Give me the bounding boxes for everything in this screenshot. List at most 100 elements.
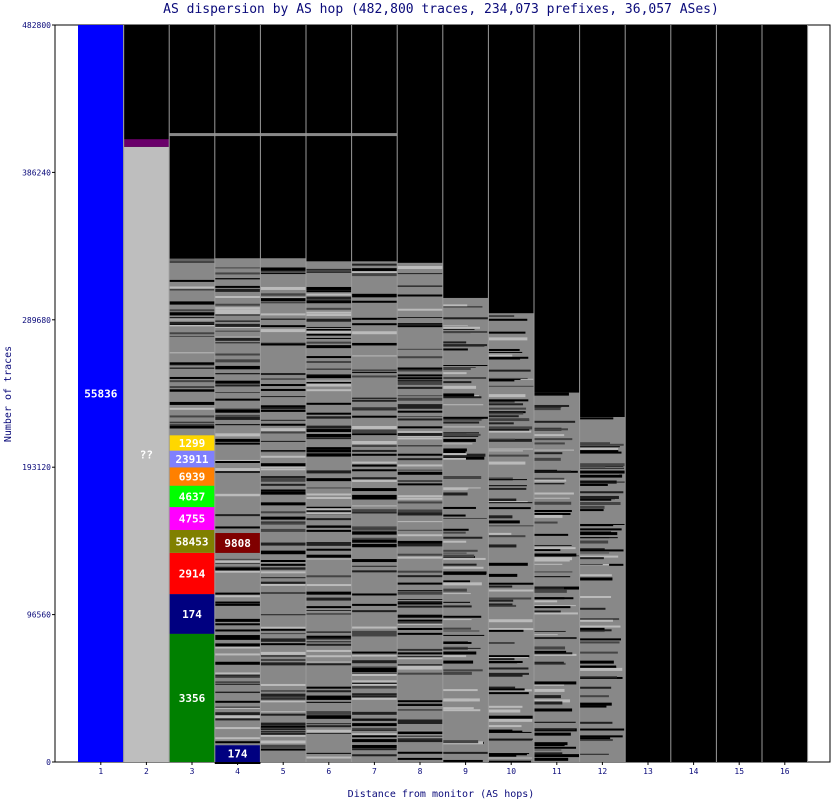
bar-texture-stripe (214, 618, 261, 622)
bar-texture-stripe (442, 506, 476, 509)
bar-texture-stripe (214, 323, 261, 327)
bar-texture-stripe (488, 450, 523, 452)
bar-texture-stripe (579, 737, 611, 740)
y-tick-label: 0 (46, 758, 51, 767)
bar-texture-stripe (306, 437, 352, 440)
bar-texture-stripe (306, 381, 352, 384)
bar-texture-stripe (214, 567, 261, 571)
bar-texture-stripe (442, 557, 486, 560)
bar-texture-stripe (214, 601, 261, 604)
bar-texture-stripe (306, 655, 352, 658)
bar-texture-stripe (351, 461, 398, 464)
bar-texture-stripe (214, 416, 261, 420)
bar-texture-stripe (306, 690, 352, 693)
bar-texture-stripe (306, 575, 352, 578)
bar-texture-stripe (488, 426, 533, 430)
bar-texture-stripe (169, 319, 215, 321)
bar-texture-stripe (397, 622, 443, 624)
x-tick-label: 2 (144, 767, 149, 776)
y-tick-label: 386240 (22, 168, 51, 177)
bar-texture-stripe (351, 739, 398, 743)
bar-texture-stripe (442, 601, 471, 603)
bar-texture-stripe (534, 563, 563, 565)
bar-texture-stripe (260, 690, 306, 692)
bar-texture-stripe (397, 397, 443, 401)
bar-texture-stripe (351, 532, 398, 535)
bar-texture-stripe (397, 623, 443, 625)
bar-texture-stripe (442, 393, 475, 397)
bar-texture-stripe (488, 428, 530, 432)
bar-texture-stripe (214, 493, 261, 497)
bar-texture-stripe (306, 731, 352, 734)
bar-texture-stripe (260, 567, 306, 570)
bar-texture-stripe (579, 557, 604, 560)
x-tick-label: 6 (326, 767, 331, 776)
bar-texture-stripe (260, 696, 306, 699)
bar-texture-stripe (442, 326, 481, 329)
bar-texture-stripe (214, 320, 261, 322)
bar-texture-stripe (442, 448, 467, 452)
bar-segment-hop-3-as-174 (169, 594, 215, 634)
bar-texture-stripe (306, 597, 352, 601)
bar-texture-stripe (260, 582, 306, 585)
bar-texture-stripe (397, 381, 443, 385)
bar-texture-stripe (442, 404, 484, 406)
bar-texture-stripe (397, 435, 443, 437)
bar-texture-stripe (169, 309, 215, 312)
bar-texture-stripe (442, 627, 472, 630)
bar-texture-stripe (306, 375, 352, 379)
bar-texture-stripe (488, 418, 530, 420)
bar-segment-hop-3-as-4637 (169, 485, 215, 508)
bar-texture-stripe (579, 467, 625, 469)
bar-texture-stripe (442, 348, 468, 351)
bar-texture-stripe (169, 362, 215, 365)
bar-texture-stripe (534, 404, 570, 407)
bar-texture-stripe (351, 271, 398, 275)
bar-top-fringe-hop-3 (169, 133, 215, 137)
bar-texture-stripe (488, 629, 524, 632)
bar-texture-stripe (169, 389, 215, 392)
bar-texture-stripe (534, 597, 574, 600)
bar-texture-stripe (260, 396, 306, 398)
x-tick-label: 13 (643, 767, 653, 776)
bar-texture-stripe (397, 666, 443, 670)
bar-texture-stripe (260, 406, 306, 410)
bar-texture-stripe (351, 477, 398, 480)
bar-texture-stripe (442, 582, 482, 586)
bar-texture-stripe (169, 367, 215, 369)
bar-texture-stripe (351, 263, 398, 266)
bar-texture-stripe (306, 496, 352, 499)
bar-texture-stripe (351, 718, 398, 720)
bar-texture-stripe (260, 468, 306, 471)
bar-texture-stripe (442, 365, 488, 367)
bar-texture-stripe (351, 300, 398, 303)
bar-top-fringe-hop-7 (351, 133, 398, 137)
bar-texture-stripe (260, 722, 306, 726)
bar-texture-stripe (214, 741, 261, 744)
bar-texture-stripe (214, 320, 261, 322)
bar-texture-stripe (397, 757, 443, 760)
bar-texture-stripe (260, 638, 306, 641)
bar-texture-stripe (306, 356, 352, 359)
bar-texture-stripe (488, 379, 515, 382)
bar-texture-stripe (397, 521, 443, 523)
bar-texture-stripe (169, 286, 215, 289)
bar-texture-stripe (488, 438, 516, 440)
bar-texture-stripe (214, 468, 261, 471)
bar-texture-stripe (397, 664, 443, 667)
bar-texture-stripe (534, 547, 576, 550)
bar-texture-stripe (260, 298, 306, 302)
bar-texture-stripe (442, 341, 467, 344)
bar-texture-stripe (397, 736, 443, 738)
bar-texture-stripe (397, 405, 443, 409)
bar-texture-stripe (397, 273, 443, 275)
bar-texture-stripe (442, 588, 467, 592)
bar-texture-stripe (534, 557, 573, 561)
bar-texture-stripe (442, 566, 484, 569)
bar-texture-stripe (442, 416, 489, 419)
bar-texture-stripe (260, 343, 306, 346)
bar-texture-stripe (397, 700, 443, 703)
bar-texture-stripe (488, 378, 521, 380)
bar-texture-stripe (579, 442, 611, 446)
bar-texture-stripe (306, 380, 352, 382)
